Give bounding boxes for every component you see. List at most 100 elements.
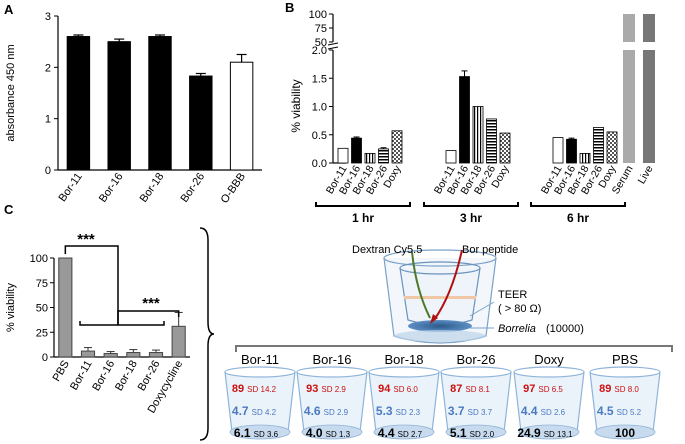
- bottom-value: 5.1: [450, 426, 467, 440]
- y-tick-label: 2: [45, 62, 51, 74]
- bar-bor-16: [566, 138, 577, 164]
- well-title: PBS: [612, 352, 638, 367]
- bar-bor-26: [378, 148, 389, 164]
- transwell-diagram: Dextran Cy5.5 Bor peptide TEER ( > 80 Ω)…: [352, 244, 584, 344]
- top-sd: SD 14.2: [247, 385, 276, 394]
- sig-bracket-2: [117, 310, 180, 325]
- x-tick-label: Bor-16: [97, 171, 126, 205]
- mid-sd: SD 2.9: [324, 408, 349, 417]
- mid-sd: SD 5.2: [617, 408, 642, 417]
- panel-c-label: C: [4, 202, 14, 217]
- y-tick-label: 100: [309, 9, 327, 21]
- group-bracket: [530, 202, 626, 207]
- well-mid-value: 5.3 SD 2.3: [376, 404, 421, 418]
- bar-bor-18: [472, 106, 484, 164]
- top-value: 94: [378, 383, 391, 395]
- well-top-value: 97 SD 6.5: [523, 383, 563, 395]
- y-tick-label: 0: [45, 165, 51, 177]
- bottom-sd: SD 13.1: [544, 430, 573, 439]
- x-tick-label: Bor-11: [57, 171, 85, 204]
- well-rim: [224, 366, 296, 378]
- mid-value: 5.3: [376, 404, 393, 418]
- top-sd: SD 8.1: [465, 385, 490, 394]
- well-rim: [368, 366, 440, 378]
- mid-value: 4.4: [521, 404, 538, 418]
- y-tick-label: 75: [36, 278, 48, 290]
- mid-value: 3.7: [448, 404, 465, 418]
- bottom-sd: SD 2.0: [470, 430, 495, 439]
- y-tick-label: 75: [315, 23, 327, 35]
- well-mid-value: 4.4 SD 2.6: [521, 404, 566, 418]
- group-label: 3 hr: [460, 211, 482, 225]
- y-tick-label: 1: [45, 114, 51, 126]
- x-tick-label: O-BBB: [219, 171, 248, 206]
- well-bottom: [373, 424, 435, 440]
- axis-break: [327, 42, 339, 46]
- bar-bor-18: [126, 352, 141, 358]
- borrelia-label: Borrelia: [498, 323, 536, 335]
- insert-rim: [399, 261, 481, 275]
- well-top-value: 89 SD 8.0: [599, 383, 639, 395]
- endothelial-layer: [404, 296, 476, 299]
- y-tick-label: 0: [42, 352, 48, 364]
- bar-bor-18: [148, 36, 172, 171]
- bar-doxy: [606, 131, 618, 164]
- well-bottom-value: 5.1 SD 2.0: [450, 426, 495, 440]
- well-pbs: PBS 89 SD 8.0 4.5 SD 5.2 100: [589, 352, 661, 440]
- top-value: 93: [306, 383, 318, 395]
- bar-bor-11: [66, 36, 91, 171]
- bar-bor-16: [103, 353, 118, 358]
- outer-well-rim: [383, 249, 497, 267]
- y-axis-label: % viability: [289, 79, 303, 132]
- well-top-value: 94 SD 6.0: [378, 383, 418, 395]
- well-bottom-value: 24.9 SD 13.1: [517, 426, 573, 440]
- well-top-value: 87 SD 8.1: [450, 383, 490, 395]
- bottom-value: 4.4: [378, 426, 395, 440]
- y-tick-label: 1.0: [312, 102, 327, 114]
- axis-break: [327, 46, 339, 50]
- group-label: 1 hr: [352, 211, 374, 225]
- mid-value: 4.7: [232, 404, 249, 418]
- bar-bor-11: [80, 350, 96, 358]
- well-rim: [589, 366, 661, 378]
- well-mid-value: 4.6 SD 2.9: [304, 404, 349, 418]
- x-tick-label: Live: [636, 163, 656, 186]
- peptide-label: Bor peptide: [462, 244, 518, 256]
- well-rim: [513, 366, 585, 378]
- bar-bor-16: [459, 76, 470, 164]
- y-tick-label: 2.0: [312, 45, 327, 57]
- mid-sd: SD 2.3: [396, 408, 421, 417]
- bar-serum-upper: [623, 14, 635, 42]
- well-title: Bor-18: [384, 352, 423, 367]
- sig-bracket-1: [64, 245, 119, 325]
- group-label: 6 hr: [567, 211, 589, 225]
- bottom-value: 24.9: [517, 426, 541, 440]
- y-axis-label: absorbance 450 nm: [5, 44, 17, 141]
- bar-doxy: [499, 132, 511, 164]
- bar-bor-26: [189, 75, 213, 171]
- bottom-sd: SD 3.6: [254, 430, 279, 439]
- group-bracket: [315, 202, 411, 207]
- y-tick-label: 0.5: [312, 130, 327, 142]
- bar-bor-18: [364, 152, 376, 164]
- bottom-value: 4.0: [306, 426, 323, 440]
- bar-bor-16: [351, 137, 362, 164]
- bar-o-bbb: [229, 61, 254, 171]
- well-title: Bor-11: [241, 352, 279, 367]
- group-line: [79, 321, 165, 326]
- top-value: 87: [450, 383, 462, 395]
- well-bottom: [594, 424, 656, 440]
- well-mid-value: 4.5 SD 5.2: [597, 404, 642, 418]
- top-value: 97: [523, 383, 535, 395]
- bottom-value: 100: [615, 426, 635, 440]
- sig-label-1: ***: [77, 231, 95, 248]
- well-bottom: [394, 330, 486, 342]
- well-bottom: [518, 424, 580, 440]
